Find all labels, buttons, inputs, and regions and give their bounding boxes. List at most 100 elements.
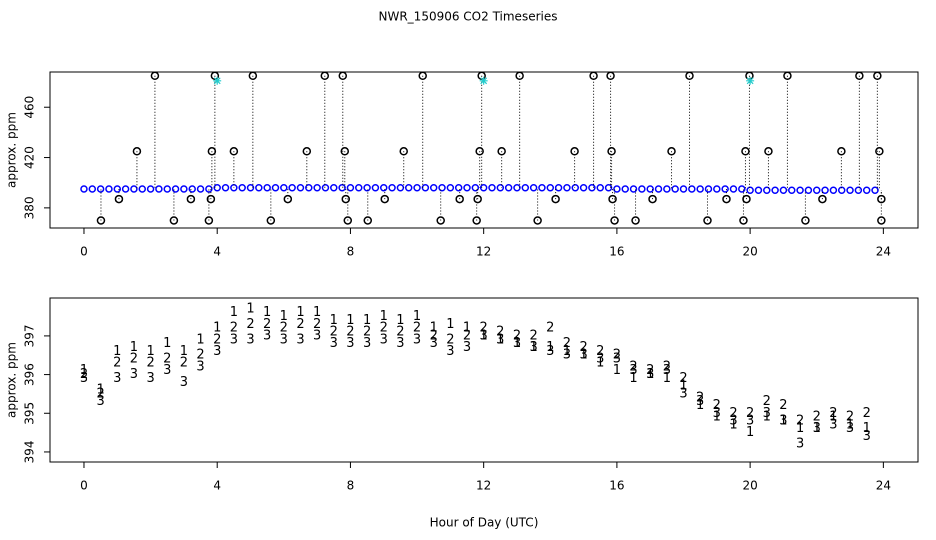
- outlier: [551, 194, 560, 204]
- point: [821, 186, 829, 195]
- point: [596, 183, 604, 192]
- x-tick-label: 12: [476, 245, 491, 259]
- marker-char: 3: [829, 417, 837, 432]
- marker-char: 2: [230, 321, 238, 336]
- marker-char: 1: [146, 344, 154, 359]
- point: [829, 186, 838, 195]
- marker-char: 3: [746, 414, 754, 429]
- marker-char: 3: [613, 352, 621, 367]
- marker-char: 1: [863, 421, 871, 436]
- marker-char: 2: [163, 352, 171, 367]
- outlier: [764, 147, 773, 156]
- x-tick-label: 24: [876, 479, 891, 493]
- outlier: [229, 147, 239, 156]
- marker-char: 1: [729, 417, 737, 432]
- x-tick-label: 20: [742, 479, 757, 493]
- outlier: [266, 216, 276, 225]
- marker-char: 3: [563, 348, 571, 363]
- outlier: [873, 71, 882, 81]
- outlier: [818, 194, 827, 204]
- marker-char: 1: [80, 363, 88, 378]
- marker-char: 3: [646, 367, 654, 382]
- marker-char: 2: [679, 371, 687, 386]
- marker-char: 1: [629, 371, 637, 386]
- marker-char: 2: [196, 348, 204, 363]
- marker-char: 1: [196, 332, 204, 347]
- marker-char: 3: [813, 421, 821, 436]
- point: [271, 183, 280, 192]
- outlier: [610, 216, 619, 225]
- marker-char: 2: [646, 363, 654, 378]
- point: [696, 185, 704, 193]
- point: [779, 186, 788, 195]
- point: [613, 185, 621, 193]
- point: [654, 185, 663, 193]
- point: [171, 185, 180, 193]
- outlier: [741, 147, 750, 156]
- point: [521, 183, 530, 192]
- point: [429, 183, 438, 192]
- outlier: [96, 216, 106, 225]
- marker-char: 2: [80, 367, 88, 382]
- outlier: [320, 71, 330, 81]
- point: [188, 185, 196, 193]
- marker-char: 3: [196, 359, 204, 374]
- marker-char: 2: [380, 321, 388, 336]
- point: [804, 186, 813, 195]
- marker-char: 3: [396, 336, 404, 351]
- marker-char: 2: [579, 340, 587, 355]
- marker-char: 3: [713, 406, 721, 421]
- marker-char: 3: [146, 371, 154, 386]
- point: [538, 183, 546, 192]
- point: [288, 183, 296, 192]
- marker-char: 2: [713, 398, 721, 413]
- marker-char: 2: [663, 359, 671, 374]
- x-tick-label: 12: [476, 479, 491, 493]
- point: [321, 183, 330, 192]
- marker-char: 1: [746, 425, 754, 440]
- marker-char: 1: [496, 332, 504, 347]
- marker-char: 1: [263, 305, 271, 320]
- point: [363, 183, 371, 192]
- marker-char: 1: [696, 398, 704, 413]
- outlier: [801, 216, 810, 225]
- marker-char: 2: [330, 325, 338, 340]
- marker-char: 2: [346, 325, 354, 340]
- point: [463, 183, 471, 192]
- point: [479, 183, 488, 192]
- x-tick-label: 8: [347, 479, 355, 493]
- point: [704, 185, 713, 193]
- outlier: [302, 147, 312, 156]
- point: [679, 185, 688, 193]
- marker-char: 3: [96, 394, 104, 409]
- plot-frame: [49, 71, 919, 229]
- marker-char: 3: [430, 336, 438, 351]
- point: [238, 183, 246, 192]
- point: [379, 183, 388, 192]
- marker-char: 3: [380, 332, 388, 347]
- marker-char: 2: [130, 352, 138, 367]
- marker-char: 3: [130, 367, 138, 382]
- marker-char: 3: [696, 394, 704, 409]
- marker-char: 1: [213, 321, 221, 336]
- marker-char: 2: [779, 398, 787, 413]
- point: [138, 185, 147, 193]
- outlier: [399, 147, 408, 156]
- outlier: [745, 71, 754, 81]
- point: [571, 183, 580, 192]
- x-tick-label: 0: [80, 479, 88, 493]
- star-point: [213, 76, 222, 85]
- outlier: [380, 194, 389, 204]
- point: [554, 183, 563, 192]
- point: [763, 186, 771, 195]
- marker-char: 1: [396, 313, 404, 328]
- marker-char: 3: [796, 437, 804, 452]
- outlier: [875, 147, 884, 156]
- point: [621, 185, 629, 193]
- point: [788, 186, 796, 195]
- point: [471, 183, 480, 192]
- marker-char: 2: [829, 406, 837, 421]
- point: [771, 186, 779, 195]
- point: [80, 185, 88, 193]
- outlier: [722, 194, 731, 204]
